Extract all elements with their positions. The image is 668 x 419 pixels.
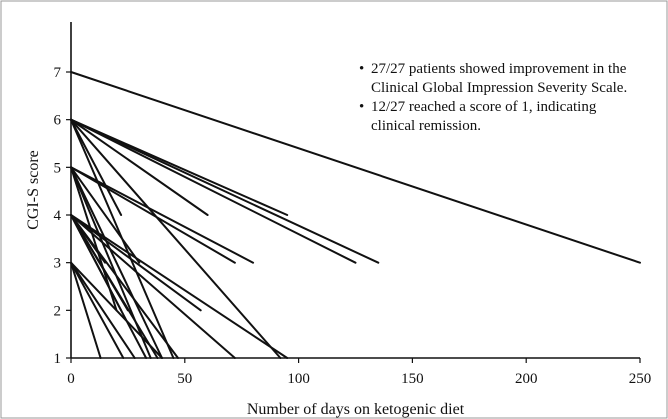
y-axis-label: CGI-S score bbox=[25, 150, 42, 230]
patient-line-23 bbox=[70, 214, 107, 264]
patient-line-22 bbox=[70, 214, 123, 312]
x-tick-label: 50 bbox=[177, 371, 192, 387]
y-tick-label: 5 bbox=[54, 160, 62, 176]
patient-line-11 bbox=[70, 166, 141, 264]
y-tick-label: 2 bbox=[54, 303, 62, 319]
patient-line-24 bbox=[70, 261, 102, 359]
patient-line-1 bbox=[70, 71, 641, 264]
annotation-bullet: • bbox=[359, 61, 364, 77]
x-tick-label: 200 bbox=[515, 371, 538, 387]
patient-line-7 bbox=[70, 118, 282, 359]
patient-line-15 bbox=[70, 214, 202, 312]
patient-line-16 bbox=[70, 214, 289, 359]
patient-line-6 bbox=[70, 118, 123, 216]
x-tick-label: 0 bbox=[67, 371, 75, 387]
y-tick-label: 7 bbox=[54, 65, 62, 81]
patient-line-4 bbox=[70, 118, 357, 264]
x-tick-label: 100 bbox=[287, 371, 310, 387]
patient-line-10 bbox=[70, 166, 255, 264]
y-tick-label: 4 bbox=[54, 208, 62, 224]
annotation-line: Clinical Global Impression Severity Scal… bbox=[371, 80, 627, 96]
y-tick-label: 6 bbox=[54, 113, 62, 129]
patient-line-26 bbox=[70, 261, 136, 359]
patient-line-27 bbox=[70, 261, 163, 359]
x-tick-label: 150 bbox=[401, 371, 424, 387]
annotation-line: clinical remission. bbox=[371, 118, 481, 134]
annotation-bullet: • bbox=[359, 99, 364, 115]
patient-line-9 bbox=[70, 166, 236, 264]
annotation-line: 27/27 patients showed improvement in the bbox=[371, 61, 627, 77]
patient-line-17 bbox=[70, 214, 236, 359]
x-tick-label: 250 bbox=[629, 371, 652, 387]
x-axis-label: Number of days on ketogenic diet bbox=[247, 401, 465, 418]
patient-line-25 bbox=[70, 261, 125, 359]
y-tick-label: 3 bbox=[54, 256, 62, 272]
patient-line-12 bbox=[70, 166, 163, 359]
patient-line-21 bbox=[70, 214, 129, 312]
annotation-line: 12/27 reached a score of 1, indicating bbox=[371, 99, 597, 115]
patient-line-2 bbox=[70, 118, 209, 216]
patient-line-5 bbox=[70, 118, 380, 264]
y-tick-label: 1 bbox=[54, 351, 62, 367]
